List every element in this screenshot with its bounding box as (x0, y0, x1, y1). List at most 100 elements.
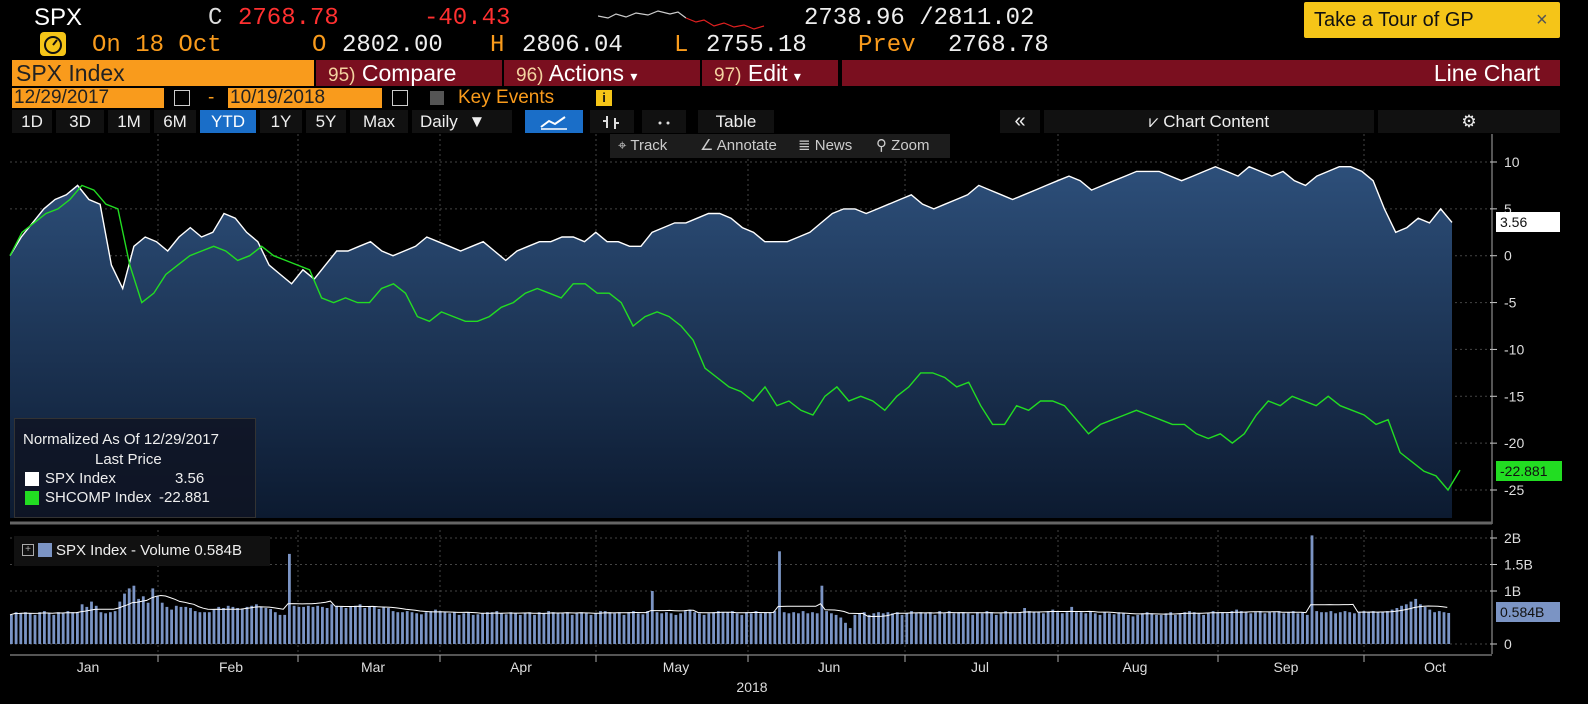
volume-bar (1126, 614, 1130, 644)
y-tick-label: 0 (1504, 636, 1512, 652)
volume-bar (627, 612, 631, 644)
dropdown-arrow-icon: ▼ (468, 112, 486, 131)
volume-bar (726, 612, 730, 644)
chart-area[interactable]: 10 5 0 -5 -10 -15 -20 -25 2B 1.5B 1B 0 Jan Feb Mar Ap… (0, 134, 1588, 704)
x-tick-label: Oct (1424, 659, 1446, 675)
volume-bar (240, 609, 244, 644)
y-tick-label: 2B (1504, 530, 1521, 546)
range-3d-button[interactable]: 3D (56, 110, 104, 133)
volume-bar (10, 614, 13, 644)
volume-bar (19, 613, 23, 644)
prev-label: Prev (858, 32, 916, 59)
expand-icon[interactable]: + (22, 544, 34, 556)
volume-bar (636, 613, 640, 644)
y-tick-label: -10 (1504, 341, 1524, 357)
line-chart-button[interactable] (525, 110, 583, 133)
take-tour-button[interactable]: Take a Tour of GP × (1304, 2, 1560, 38)
quote-header: SPX C 2768.78 -40.43 2738.96 /2811.02 On… (0, 0, 1588, 60)
volume-bar (641, 614, 645, 644)
bar-chart-button[interactable] (590, 110, 634, 133)
volume-bar (599, 611, 602, 644)
prev-value: 2768.78 (948, 32, 1049, 59)
volume-bar (1023, 608, 1026, 644)
volume-bar (778, 551, 781, 645)
volume-bar (1018, 612, 1022, 644)
range-1m-button[interactable]: 1M (108, 110, 150, 133)
volume-bar (448, 613, 452, 644)
volume-bar (1051, 609, 1055, 644)
volume-bar (867, 614, 871, 644)
volume-bar (815, 613, 819, 644)
volume-bar (170, 609, 173, 644)
volume-bar (528, 612, 532, 644)
shcomp-swatch (25, 491, 39, 505)
close-icon[interactable]: × (1536, 9, 1548, 31)
info-icon[interactable]: i (596, 90, 612, 106)
volume-bar (745, 612, 748, 644)
annotate-button[interactable]: ∠ Annotate (700, 134, 777, 158)
start-date-field[interactable]: 12/29/2017 (12, 88, 164, 108)
range-max-button[interactable]: Max (350, 110, 408, 133)
range-1y-button[interactable]: 1Y (260, 110, 302, 133)
volume-bar (561, 613, 565, 644)
volume-bar (311, 606, 315, 644)
volume-bar (1254, 612, 1257, 644)
range-toolbar: 1D 3D 1M 6M YTD 1Y 5Y Max Daily ▼ Table « ⩗ Cha… (12, 110, 1562, 134)
chart-content-button[interactable]: ⩗ Chart Content (1044, 110, 1374, 133)
range-6m-button[interactable]: 6M (154, 110, 196, 133)
edit-label: Edit (747, 60, 788, 86)
gauge-icon[interactable] (40, 32, 66, 56)
volume-bar (302, 606, 305, 644)
compare-button[interactable]: 95) Compare (316, 60, 502, 86)
volume-bar (330, 604, 334, 645)
table-button[interactable]: Table (698, 110, 774, 133)
collapse-button[interactable]: « (1000, 110, 1040, 133)
volume-bar (919, 612, 923, 644)
calendar-icon[interactable] (392, 90, 408, 106)
range-5y-button[interactable]: 5Y (306, 110, 346, 133)
volume-bar (674, 614, 678, 644)
volume-bar (184, 606, 188, 644)
volume-bar (1357, 612, 1361, 644)
volume-bar (862, 612, 866, 644)
settings-button[interactable]: ⚙ (1378, 110, 1560, 133)
calendar-icon[interactable] (174, 90, 190, 106)
volume-bar (1371, 611, 1375, 644)
volume-bar (594, 613, 598, 644)
volume-bar (1131, 616, 1135, 644)
key-events-checkbox[interactable] (430, 91, 444, 105)
actions-button[interactable]: 96) Actions ▾ (504, 60, 700, 86)
volume-bar (881, 613, 885, 644)
volume-legend[interactable]: + SPX Index - Volume 0.584B (14, 536, 270, 566)
annotate-label: Annotate (716, 137, 777, 154)
edit-button[interactable]: 97) Edit ▾ (702, 60, 838, 86)
volume-bar (193, 611, 197, 644)
volume-bar (481, 613, 484, 644)
volume-y-axis: 2B 1.5B 1B 0 (1490, 530, 1533, 654)
y-tick-label: -5 (1504, 295, 1517, 311)
range-1d-button[interactable]: 1D (12, 110, 52, 133)
zoom-button[interactable]: ⚲ Zoom (876, 134, 930, 158)
end-date-field[interactable]: 10/19/2018 (228, 88, 382, 108)
day-range: 2738.96 /2811.02 (804, 5, 1035, 32)
volume-bar (1404, 604, 1408, 645)
frequency-dropdown[interactable]: Daily ▼ (412, 110, 512, 133)
range-ytd-button[interactable]: YTD (200, 110, 256, 133)
track-button[interactable]: ⌖ Track (618, 134, 667, 158)
volume-bar (924, 613, 927, 644)
volume-bar (622, 614, 626, 644)
low-value: 2755.18 (706, 32, 807, 59)
y-tick-label: -25 (1504, 482, 1524, 498)
volume-bar (486, 612, 489, 644)
volume-bar (1155, 614, 1158, 644)
volume-bar (94, 605, 98, 644)
news-button[interactable]: ≣ News (798, 134, 852, 158)
scatter-button[interactable] (642, 110, 686, 133)
volume-bar (1225, 613, 1229, 644)
actions-label: Actions (548, 60, 625, 86)
security-field[interactable]: SPX Index (12, 60, 314, 86)
price-y-axis: 10 5 0 -5 -10 -15 -20 -25 (1490, 134, 1524, 524)
chart-legend[interactable]: Normalized As Of 12/29/2017 Last Price S… (14, 418, 256, 518)
volume-bar (1291, 611, 1295, 644)
volume-bar (938, 611, 942, 644)
